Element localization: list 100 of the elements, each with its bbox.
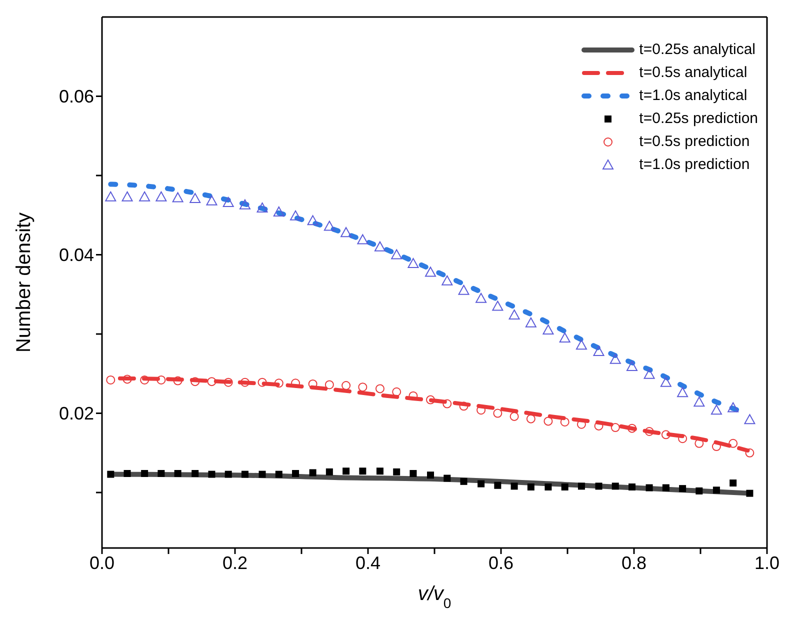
point — [510, 412, 519, 421]
point — [661, 430, 670, 440]
point — [425, 266, 436, 277]
y-axis-title: Number density — [13, 212, 35, 353]
point — [292, 470, 300, 477]
point — [241, 470, 248, 478]
y-tick-label: 0.06 — [58, 86, 94, 107]
legend-label: t=0.5s analytical — [639, 63, 748, 83]
point — [207, 377, 216, 386]
point — [324, 220, 335, 231]
point — [712, 486, 720, 494]
point — [544, 483, 552, 490]
point — [359, 468, 366, 475]
point — [122, 374, 132, 384]
point — [612, 482, 619, 490]
point — [158, 470, 165, 477]
point — [628, 483, 636, 490]
point — [342, 381, 351, 390]
point — [560, 417, 570, 426]
point — [391, 249, 402, 260]
point — [340, 227, 352, 238]
point — [493, 408, 502, 418]
point — [139, 191, 150, 202]
x-tick-label: 0.0 — [89, 552, 115, 573]
point — [710, 404, 722, 415]
x-tick-label: 0.8 — [621, 552, 647, 573]
point — [122, 191, 133, 202]
point — [326, 468, 333, 476]
point — [694, 396, 705, 407]
point — [392, 387, 402, 396]
point — [696, 487, 703, 494]
point — [476, 292, 487, 303]
point — [644, 426, 654, 436]
point — [728, 438, 738, 448]
point — [410, 470, 417, 477]
point — [192, 470, 199, 477]
point — [375, 384, 384, 394]
point — [508, 309, 520, 320]
point — [106, 375, 116, 384]
point — [460, 478, 468, 485]
point — [408, 258, 419, 268]
y-tick-label: 0.04 — [58, 245, 94, 266]
point — [646, 484, 653, 492]
point — [527, 483, 534, 490]
point — [376, 468, 384, 475]
point — [678, 434, 688, 444]
point — [357, 234, 368, 244]
point — [309, 469, 316, 476]
legend-label: t=0.25s analytical — [639, 40, 756, 60]
point — [744, 414, 756, 424]
point — [442, 399, 452, 408]
point — [492, 300, 504, 311]
x-axis-title: v/v$_{0}$ — [418, 583, 452, 611]
point — [610, 354, 621, 364]
point — [124, 470, 131, 477]
legend-label: t=0.25s prediction — [639, 109, 758, 129]
point — [576, 340, 587, 350]
point — [324, 380, 334, 390]
point — [308, 379, 318, 388]
x-tick-label: 0.6 — [488, 552, 514, 573]
point — [224, 470, 232, 478]
point — [342, 468, 350, 475]
point — [239, 199, 250, 210]
point — [358, 382, 368, 392]
point — [258, 470, 266, 478]
point — [712, 442, 721, 452]
point — [626, 361, 638, 372]
point — [307, 215, 318, 226]
point — [593, 346, 604, 356]
point — [190, 192, 201, 203]
point — [393, 468, 400, 476]
point — [494, 482, 502, 489]
point — [107, 470, 114, 478]
point — [559, 332, 570, 342]
point — [156, 191, 167, 202]
legend-label: t=0.5s prediction — [639, 132, 750, 152]
x-tick-label: 0.2 — [222, 552, 248, 573]
point — [526, 414, 536, 424]
point — [206, 195, 218, 206]
point — [141, 470, 148, 477]
point — [595, 482, 602, 490]
point — [426, 395, 436, 404]
point — [662, 484, 670, 492]
point — [561, 483, 568, 490]
point — [542, 324, 554, 335]
point — [628, 424, 637, 433]
point — [222, 196, 234, 207]
legend-label: t=1.0s prediction — [639, 155, 750, 175]
point — [525, 317, 536, 328]
point — [510, 482, 518, 490]
y-tick-label: 0.02 — [58, 404, 94, 424]
point — [644, 368, 655, 379]
point — [679, 485, 686, 492]
point — [458, 284, 470, 295]
point — [677, 387, 688, 398]
point — [444, 474, 451, 482]
point — [427, 472, 434, 479]
legend-label: t=1.0s analytical — [639, 86, 748, 106]
point — [442, 275, 453, 286]
point — [478, 480, 485, 488]
